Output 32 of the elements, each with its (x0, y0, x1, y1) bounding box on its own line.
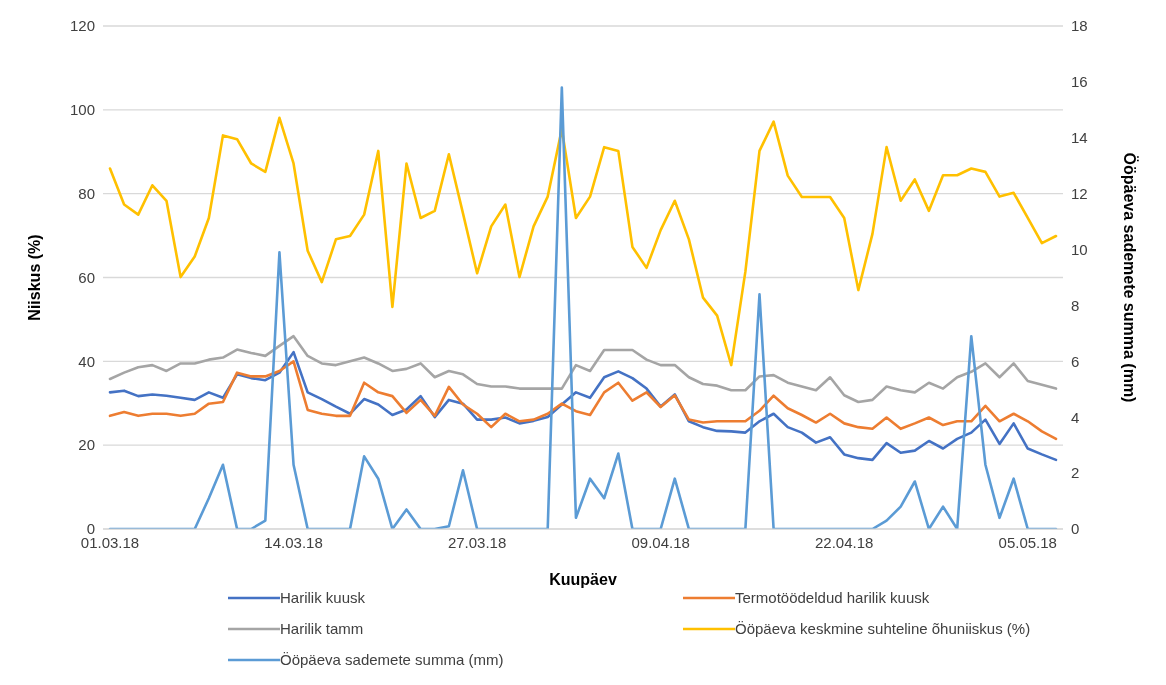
y2-tick-label: 14 (1071, 129, 1088, 147)
y2-tick-label: 6 (1071, 352, 1080, 370)
line-series (108, 116, 1058, 367)
y-tick-label: 100 (69, 101, 95, 119)
legend-label: Ööpäeva sademete summa (mm) (280, 651, 504, 668)
legend-label: Harilik kuusk (280, 589, 366, 606)
y2-tick-label: 8 (1071, 296, 1080, 314)
y2-tick-label: 0 (1071, 520, 1080, 538)
y2-tick-label: 10 (1071, 240, 1088, 258)
legend-label: Harilik tamm (280, 620, 364, 637)
x-tick-label: 22.04.18 (815, 533, 874, 551)
x-tick-label: 09.04.18 (631, 533, 690, 551)
y2-tick-label: 4 (1071, 408, 1080, 426)
y-tick-label: 40 (78, 352, 95, 370)
x-tick-label: 05.05.18 (998, 533, 1057, 551)
y-tick-label: 60 (78, 268, 95, 286)
x-tick-label: 14.03.18 (264, 533, 323, 551)
y-tick-label: 20 (78, 436, 95, 454)
legend-label: Ööpäeva keskmine suhteline õhuniiskus (%) (735, 620, 1031, 637)
x-tick-label: 27.03.18 (447, 533, 507, 551)
line-series (108, 334, 1058, 404)
y2-tick-label: 16 (1071, 73, 1088, 91)
x-axis-title: Kuupäev (549, 571, 617, 588)
y2-tick-label: 12 (1071, 184, 1088, 202)
y2-tick-label: 18 (1071, 17, 1088, 35)
y-tick-label: 80 (78, 184, 95, 202)
line-series (108, 360, 1058, 441)
y2-axis-title: Ööpäeva sademete summa (mm) (1121, 152, 1140, 403)
legend-label: Termotöödeldud harilik kuusk (735, 589, 930, 606)
y-axis-title: Niiskus (%) (25, 234, 43, 321)
y2-tick-label: 2 (1071, 464, 1080, 482)
y-tick-label: 120 (69, 17, 95, 35)
